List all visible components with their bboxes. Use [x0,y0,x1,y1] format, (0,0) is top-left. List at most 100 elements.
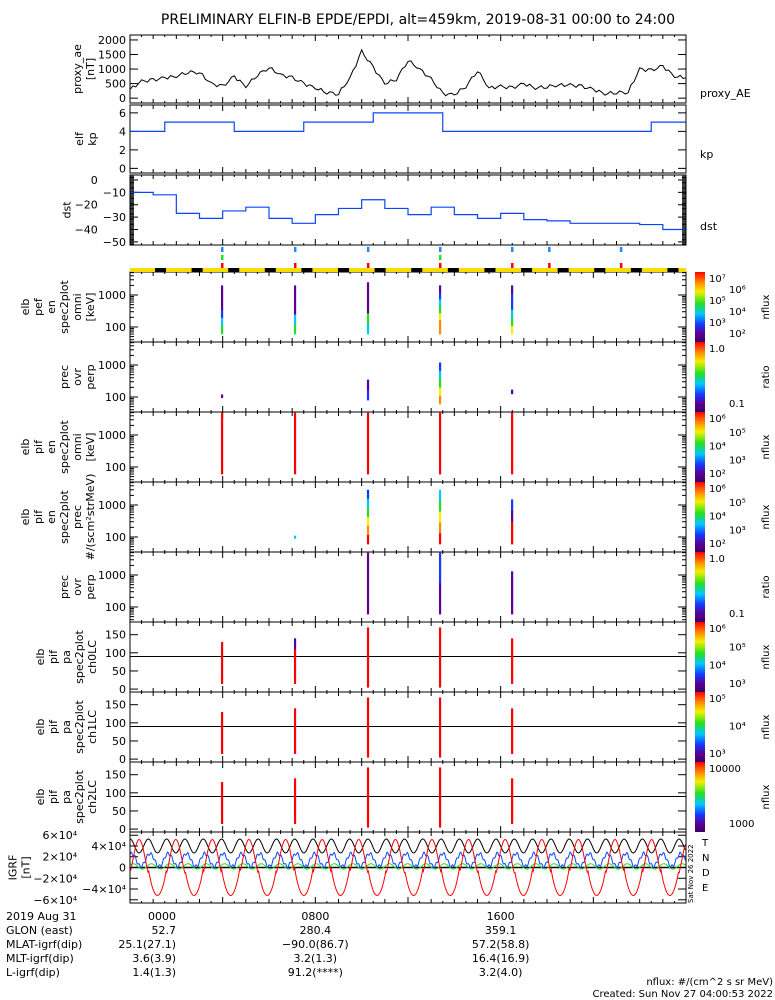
zone-marker [548,247,551,252]
ephemeris-table: 2019 Aug 31 0000 0800 1600 GLON (east) 52.7 28… [6,910,529,979]
y-axis-label: pif [47,719,60,734]
panel-pef_omni-data [220,282,514,335]
spectrogram-pixel [438,552,442,584]
y-tick-label: 6 [119,107,126,120]
colorbar [695,622,705,692]
colorbar-title: ratio [761,575,772,598]
y-tick-label: 100 [105,321,126,334]
spectrogram-pixel [511,325,514,335]
spectrogram-pixel [293,535,297,539]
spectrogram-pixel [293,285,297,296]
eclipse-segment [264,268,276,272]
panel-proxy_ae-data [129,48,687,97]
colorbar-title: nflux [761,504,772,529]
panel-frame [129,174,687,246]
colorbar-tick-label: 10000 [709,764,741,775]
y-tick-label: 0 [119,862,126,875]
panel-pif_prec-data [293,489,514,545]
eclipse-segment [191,268,203,272]
spectrogram-pixel [511,521,514,534]
zone-marker [438,255,442,260]
spectrogram-pixel [438,500,442,512]
spectrogram-pixel [366,627,370,688]
spectrogram-pixel [366,535,370,545]
stamp-text: Sat Nov 26 2022 [687,844,695,903]
spectrogram-pixel [366,498,370,509]
colorbar-tick-label: 0.1 [729,609,745,620]
dst-line [130,191,686,231]
spectrogram-pixel [293,660,297,673]
y-axis-label: pef [32,297,45,316]
spectrogram-pixel [438,583,442,615]
y-axis-label: en [45,510,58,524]
colorbar-tick-label: 10³ [729,679,746,690]
spectrogram-pixel [220,309,224,319]
colorbar-tick-label: 10² [709,539,726,550]
colorbar-tick-label: 10⁶ [709,624,726,635]
panel-pa_ch0-data [130,627,686,688]
y-axis-label: IGRF [6,855,19,881]
panel-frame [129,411,687,483]
y-axis-label: spec2plot [73,630,86,684]
eclipse-segment [301,268,313,272]
spectrogram-pixel [366,697,370,758]
colorbar-tick-label: 10⁶ [709,414,726,425]
colorbar-tick-label: 10⁴ [709,442,726,453]
y-tick-label: −2×10⁴ [33,872,77,885]
y-tick-label: 2000 [98,34,126,47]
y-tick-label: −4×10⁴ [82,883,126,896]
y-axis-label: omni [71,433,84,460]
y-tick-label: 50 [112,805,126,818]
y-axis-label: elb [19,439,32,456]
spectrogram-pixel [438,412,442,475]
created-timestamp: Created: Sun Nov 27 04:00:53 2022 [593,989,773,1000]
ephemeris-row-label: 2019 Aug 31 [6,910,76,923]
ephemeris-value: 1600 [487,910,515,923]
ephemeris-value: −90.0(86.7) [282,938,349,951]
y-tick-label: 150 [105,699,126,712]
colorbar-title: nflux [761,434,772,459]
y-tick-label: 2 [119,144,126,157]
spectrogram-pixel [366,507,370,518]
spectrogram-pixel [438,522,442,534]
colorbar-tick-label: 10² [729,329,746,340]
ephemeris-row-label: MLT-igrf(dip) [6,952,74,965]
spectrogram-pixel [220,394,224,398]
panel-pa_ch1: 0 50 100 150 elb pif pa spec2plot ch1LC 10⁵ 10⁴ 10³… [34,691,772,766]
eclipse-segment [411,268,423,272]
panel-pif_ratio-data [366,552,514,615]
spectrogram-pixel [511,778,514,824]
panel-pef_ratio-data [220,362,514,405]
y-axis-label: en [45,440,58,454]
zone-marker [220,263,224,268]
zone-marker [293,247,297,252]
y-tick-label: 0 [119,823,126,836]
eclipse-segment [667,268,679,272]
y-tick-label: −50 [103,236,126,249]
y-axis-label: elf [73,131,86,146]
zone-marker [511,247,514,252]
y-tick-label: 1000 [98,429,126,442]
spectrogram-pixel [438,285,442,293]
y-axis-label: prec [58,575,71,599]
spectrogram-pixel [366,525,370,536]
colorbar [695,482,705,552]
spectrogram-pixel [438,362,442,372]
y-tick-label: 4 [119,125,126,138]
spectrogram-pixel [220,711,224,754]
spectrogram-pixel [366,552,370,615]
spectrogram-pixel [511,317,514,327]
panel-pa_ch2-data [130,767,686,828]
spectrogram-pixel [438,767,442,828]
ephemeris-value: 25.1(27.1) [118,938,176,951]
eclipse-segment [228,268,240,272]
colorbar-tick-label: 10⁴ [709,661,726,672]
spectrogram-pixel [293,412,297,475]
spectrogram-pixel [511,510,514,523]
panel-dst-data [130,191,686,231]
spectrogram-pixel [220,285,224,294]
y-tick-label: 0 [91,174,98,187]
y-tick-label: −6×10⁴ [33,894,77,907]
spectrogram-pixel [366,379,370,391]
